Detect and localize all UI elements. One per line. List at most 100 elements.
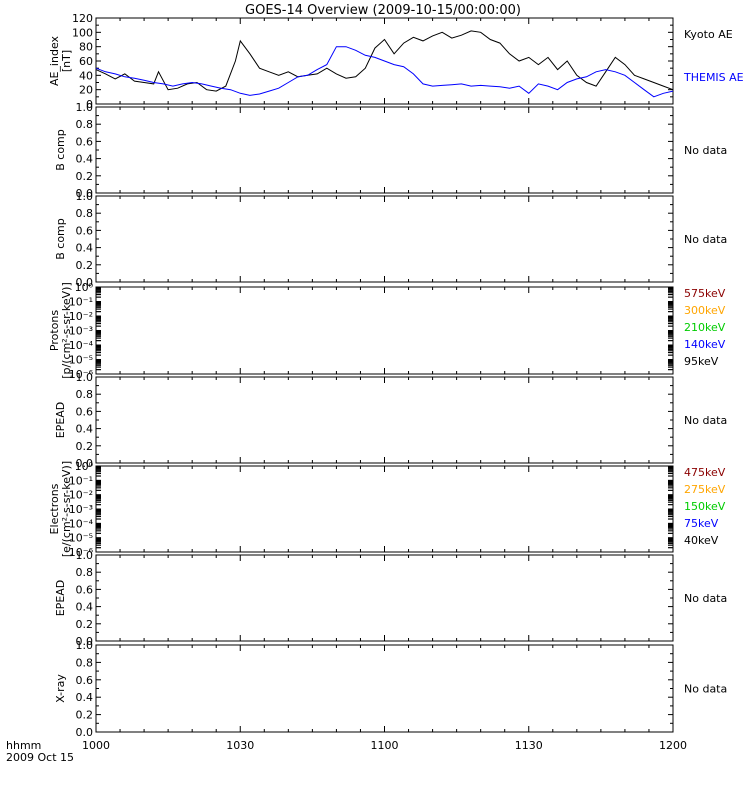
y-tick-label: 1.0	[76, 549, 94, 562]
panel-3: 0.0 0.2 0.4 0.6 0.8 1.0 B comp No data	[54, 190, 727, 289]
y-axis-label: [p/(cm²-s-sr-keV)]	[60, 282, 73, 379]
panel-frame	[95, 195, 674, 283]
y-axis-label: [nT]	[60, 50, 73, 72]
x-tick-label: 1030	[226, 739, 254, 752]
series-line-kyoto-ae	[95, 30, 674, 92]
panel-5: 0.0 0.2 0.4 0.6 0.8 1.0 EPEAD No data	[54, 371, 727, 470]
y-tick-label: 10⁻⁵	[69, 354, 93, 367]
legend-entry: Kyoto AE	[684, 28, 733, 41]
y-tick-label: 0.0	[76, 457, 94, 470]
y-tick-label: 0.2	[76, 170, 94, 183]
y-axis-label: AE_index	[48, 35, 61, 86]
y-tick-label: 0.4	[76, 242, 94, 255]
y-tick-label: 0.0	[76, 635, 94, 648]
legend-entry: 140keV	[684, 338, 726, 351]
y-tick-label: 0.2	[76, 440, 94, 453]
x-axis: 1000 1030 1100 1130 1200	[82, 739, 687, 752]
legend-entry: 300keV	[684, 304, 726, 317]
y-tick-label: 10⁻⁶	[69, 368, 94, 381]
no-data-note: No data	[684, 414, 727, 427]
y-tick-label: 100	[72, 26, 93, 39]
figure-title: GOES-14 Overview (2009-10-15/00:00:00)	[245, 3, 521, 18]
y-tick-label: 0.8	[76, 388, 94, 401]
y-tick-label: 0.6	[76, 674, 94, 687]
panel-frame	[95, 106, 674, 194]
panel-frame	[95, 644, 674, 733]
legend-entry: 40keV	[684, 534, 719, 547]
y-tick-label: 20	[79, 84, 93, 97]
y-tick-label: 10⁻¹	[69, 474, 93, 487]
y-tick-label: 0.6	[76, 405, 94, 418]
legend-entry: 150keV	[684, 500, 726, 513]
series-line-themis-ae	[95, 46, 674, 98]
y-axis-label: B comp	[54, 129, 67, 171]
y-tick-label: 10⁻⁵	[69, 532, 93, 545]
legend-entry: 475keV	[684, 466, 726, 479]
y-tick-label: 0.6	[76, 135, 94, 148]
y-tick-label: 0.8	[76, 656, 94, 669]
x-axis-label-date: 2009 Oct 15	[6, 751, 74, 764]
legend-entry: 275keV	[684, 483, 726, 496]
y-axis-label: EPEAD	[54, 580, 67, 617]
y-axis-label: B comp	[54, 218, 67, 260]
y-tick-label: 0.0	[76, 276, 94, 289]
y-tick-label: 0.8	[76, 207, 94, 220]
panel-7: 0.0 0.2 0.4 0.6 0.8 1.0 EPEAD No data	[54, 549, 727, 648]
no-data-note: No data	[684, 592, 727, 605]
y-tick-label: 0.2	[76, 618, 94, 631]
legend-entry: THEMIS AE	[683, 71, 744, 84]
y-tick-label: 10⁰	[75, 460, 94, 473]
no-data-note: No data	[684, 683, 727, 696]
panel-6: 10⁻⁶10⁻⁵ 10⁻⁴10⁻³10⁻² 10⁻¹10⁰ Electrons [e/(…	[48, 460, 726, 559]
y-tick-label: 10⁻⁶	[69, 546, 94, 559]
panel-frame	[95, 554, 674, 642]
legend-entry: 210keV	[684, 321, 726, 334]
panel-8: 0.0 0.2 0.4 0.6 0.8 1.0 X-ray No data	[54, 639, 727, 739]
panel-frame	[95, 465, 674, 553]
y-tick-label: 0.4	[76, 691, 94, 704]
y-tick-label: 0.2	[76, 259, 94, 272]
no-data-note: No data	[684, 144, 727, 157]
x-tick-label: 1100	[371, 739, 399, 752]
y-tick-label: 0.0	[76, 726, 94, 739]
legend-entry: 75keV	[684, 517, 719, 530]
y-tick-label: 1.0	[76, 101, 94, 114]
y-tick-label: 1.0	[76, 639, 94, 652]
x-tick-label: 1200	[659, 739, 687, 752]
y-axis-label: X-ray	[54, 674, 67, 703]
x-tick-label: 1130	[515, 739, 543, 752]
legend-entry: 575keV	[684, 287, 726, 300]
y-axis-label: Protons	[48, 310, 61, 351]
y-tick-label: 10⁰	[75, 281, 94, 294]
x-tick-label: 1000	[82, 739, 110, 752]
y-tick-label: 0.8	[76, 566, 94, 579]
y-tick-label: 40	[79, 69, 93, 82]
y-tick-label: 10⁻³	[69, 325, 93, 338]
y-tick-label: 120	[72, 12, 93, 25]
y-tick-label: 10⁻⁴	[69, 339, 94, 352]
y-tick-label: 10⁻⁴	[69, 517, 94, 530]
y-tick-label: 10⁻¹	[69, 296, 93, 309]
y-tick-label: 10⁻²	[69, 489, 93, 502]
panel-4: 10⁻⁶10⁻⁵ 10⁻⁴10⁻³ 10⁻²10⁻¹ 10⁰ Protons [p/(cm…	[48, 281, 726, 381]
y-tick-label: 1.0	[76, 371, 94, 384]
legend-entry: 95keV	[684, 355, 719, 368]
y-tick-label: 0.8	[76, 118, 94, 131]
y-tick-label: 0.6	[76, 583, 94, 596]
y-tick-label: 10⁻³	[69, 503, 93, 516]
y-axis-label: EPEAD	[54, 402, 67, 439]
y-tick-label: 60	[79, 55, 93, 68]
y-tick-label: 0.0	[76, 187, 94, 200]
x-axis-label-hhmm: hhmm	[6, 739, 41, 752]
y-tick-label: 80	[79, 41, 93, 54]
no-data-note: No data	[684, 233, 727, 246]
y-tick-label: 0.4	[76, 601, 94, 614]
y-tick-label: 0.4	[76, 423, 94, 436]
panel-frame	[95, 376, 674, 464]
panel-2: 0.0 0.2 0.4 0.6 0.8 1.0 B comp No data	[54, 101, 727, 200]
y-tick-label: 0.6	[76, 224, 94, 237]
y-tick-label: 10⁻²	[69, 310, 93, 323]
